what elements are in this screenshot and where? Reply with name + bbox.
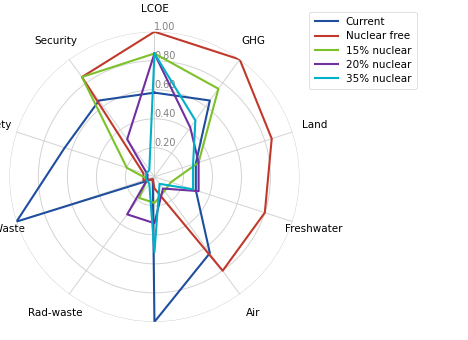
Current	[96, 99, 102, 103]
Current	[193, 188, 198, 192]
15% nuclear	[136, 196, 142, 200]
20% nuclear	[124, 212, 130, 216]
20% nuclear	[145, 177, 150, 181]
20% nuclear	[188, 125, 193, 130]
Nuclear free	[220, 269, 226, 273]
20% nuclear	[196, 160, 201, 165]
Current	[152, 91, 157, 95]
35% nuclear	[152, 250, 157, 254]
Nuclear free	[237, 57, 242, 62]
Line: Nuclear free: Nuclear free	[82, 32, 272, 271]
15% nuclear	[79, 75, 85, 79]
35% nuclear	[190, 187, 196, 191]
Nuclear free	[79, 75, 85, 79]
Nuclear free	[150, 177, 155, 181]
Nuclear free	[140, 171, 146, 175]
Legend: Current, Nuclear free, 15% nuclear, 20% nuclear, 35% nuclear: Current, Nuclear free, 15% nuclear, 20% …	[309, 12, 417, 89]
Nuclear free	[269, 137, 275, 141]
20% nuclear	[152, 51, 157, 55]
Nuclear free	[140, 178, 146, 183]
Current	[207, 99, 212, 103]
15% nuclear	[152, 51, 157, 55]
20% nuclear	[160, 187, 166, 191]
35% nuclear	[146, 182, 152, 186]
Line: 20% nuclear: 20% nuclear	[127, 53, 198, 223]
Nuclear free	[262, 210, 268, 215]
Line: 15% nuclear: 15% nuclear	[82, 53, 219, 203]
Line: Current: Current	[16, 93, 210, 322]
15% nuclear	[124, 166, 130, 170]
Line: 35% nuclear: 35% nuclear	[146, 53, 195, 252]
Current	[14, 220, 19, 224]
35% nuclear	[157, 182, 162, 186]
Current	[152, 320, 157, 324]
15% nuclear	[196, 160, 201, 165]
Nuclear free	[152, 186, 157, 190]
35% nuclear	[143, 172, 149, 176]
15% nuclear	[152, 201, 157, 205]
Current	[207, 251, 212, 255]
20% nuclear	[196, 189, 201, 193]
20% nuclear	[152, 51, 157, 55]
20% nuclear	[124, 137, 130, 141]
15% nuclear	[168, 180, 174, 184]
15% nuclear	[145, 177, 150, 181]
Nuclear free	[152, 30, 157, 34]
35% nuclear	[143, 177, 149, 182]
35% nuclear	[192, 118, 198, 122]
20% nuclear	[145, 172, 150, 176]
Nuclear free	[152, 30, 157, 34]
15% nuclear	[152, 51, 157, 55]
35% nuclear	[152, 51, 157, 55]
Current	[62, 146, 67, 150]
20% nuclear	[152, 221, 157, 225]
35% nuclear	[190, 162, 196, 166]
35% nuclear	[146, 168, 152, 172]
15% nuclear	[162, 189, 168, 193]
Current	[152, 91, 157, 95]
Current	[150, 177, 155, 181]
Current	[193, 161, 198, 165]
15% nuclear	[216, 87, 221, 91]
35% nuclear	[152, 51, 157, 55]
